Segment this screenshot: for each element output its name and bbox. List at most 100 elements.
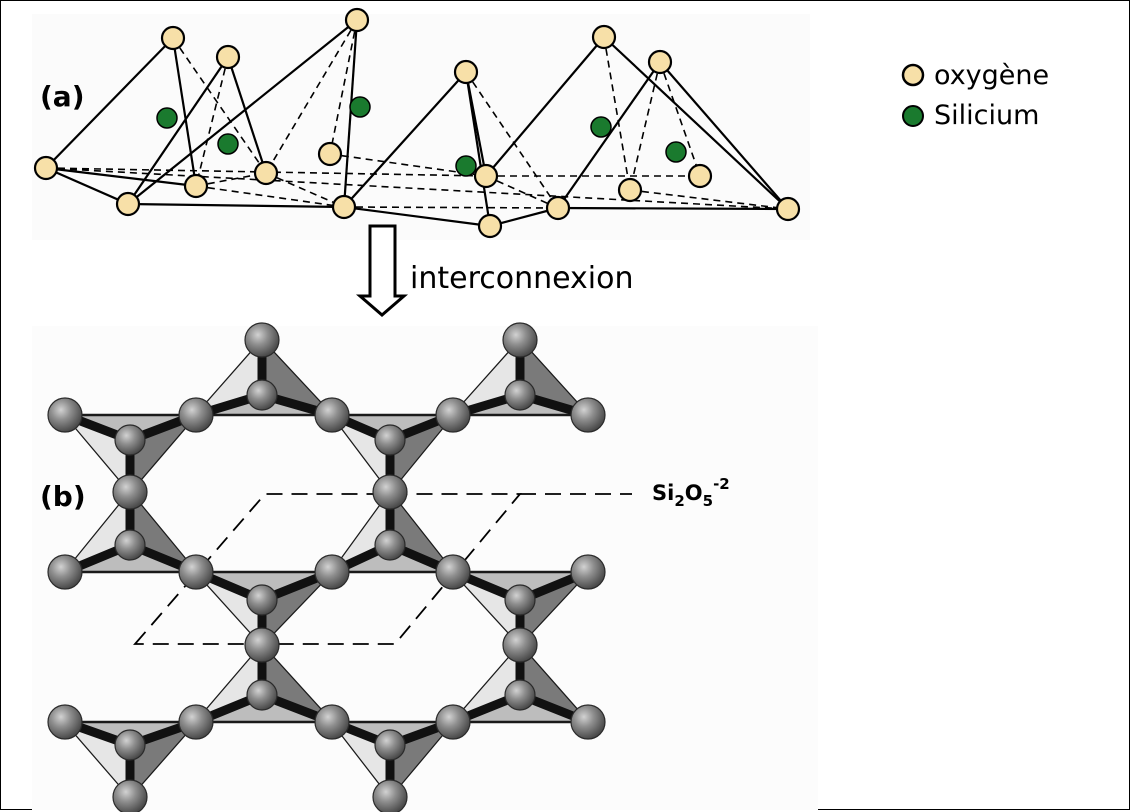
formula-sub-5: 5 [703,492,713,510]
tetra-edge-solid [45,166,197,188]
oxygen-atom [453,59,479,85]
silicon-atom-b [114,529,146,561]
tetra-edge-dashed [329,19,358,155]
oxygen-atom-b [47,397,83,433]
oxygen-atom [473,163,499,189]
oxygen-atom-b [314,704,350,740]
tetra-edge-solid [485,36,605,177]
silicon-atom-b [246,379,278,411]
silicon-atom-icon [902,105,924,127]
panel-a-background [32,14,810,240]
legend-label-oxygen: oxygène [934,60,1049,91]
tetra-edge-solid [464,71,488,177]
oxygen-atom-b [47,554,83,590]
tetra-edge-solid [226,56,268,174]
formula-sub-2: 2 [674,492,684,510]
tetra-edge-dashed [45,167,789,210]
legend: oxygène Silicium [901,60,1049,131]
tetra-edge-dashed [485,175,559,209]
tetra-face-light [453,645,520,722]
tetra-edge-dashed [172,37,267,174]
formula-si: Si [652,481,674,505]
tetra-edge-solid [342,19,359,208]
oxygen-atom-b [178,397,214,433]
tetrahedra-atoms [33,7,801,239]
tetra-face-dark [390,492,453,572]
panel-a-label: (a) [40,80,85,113]
tetra-face-dark [520,572,588,645]
oxygen-atom-b [112,474,148,510]
oxygen-atom-b [502,627,538,663]
tetrahedra-chain-diagram [32,7,810,240]
oxygen-atom-b [244,627,280,663]
oxygen-atom-b [570,397,606,433]
tetra-edge-dashed [195,185,345,208]
oxygen-atom-b [435,554,471,590]
silicon-atom-b [374,529,406,561]
oxygen-atom [253,160,279,186]
tetra-face-light [196,645,262,722]
tetrahedra-atoms-b [47,322,606,812]
tetra-edge-solid [45,37,174,169]
tetra-edge-solid [557,206,789,211]
silicon-atom-b [374,424,406,456]
oxygen-atom-b [570,704,606,740]
silicon-atom [455,155,477,177]
oxygen-atom [647,49,673,75]
tetra-face-dark [262,572,332,645]
tetra-face-dark [520,645,588,722]
oxygen-atom [115,191,141,217]
tetrahedra-edges [45,19,789,228]
oxygen-atom-b [244,322,280,358]
tetra-face-dark [262,645,332,722]
silicon-atom-b [246,584,278,616]
oxygen-atom [591,24,617,50]
tetra-edge-solid [45,166,129,206]
oxygen-atom [344,7,370,33]
silicon-atom-b [246,679,278,711]
down-arrow-icon [355,224,409,317]
oxygen-atom-b [502,322,538,358]
oxygen-atom [617,177,643,203]
tetra-edge-dashed [265,19,358,174]
oxygen-atom [687,163,713,189]
tetra-edge-solid [171,37,198,187]
silicon-atom-b [114,424,146,456]
tetra-edge-dashed [603,36,631,191]
tetra-edge-dashed [265,172,345,208]
tetra-edge-solid [603,36,789,210]
silicon-atom [665,141,687,163]
tetra-edge-dashed [629,61,661,191]
silicon-atom-b [504,584,536,616]
tetra-edge-solid [127,202,345,209]
tetra-edge-solid [659,61,789,210]
oxygen-atom-b [435,704,471,740]
oxygen-atom [317,141,343,167]
tetra-face-light [453,572,520,645]
oxygen-atom [775,196,801,222]
oxygen-atom [160,25,186,51]
silicon-atom [590,116,612,138]
legend-label-silicon: Silicium [934,100,1039,131]
oxygen-atom [215,44,241,70]
tetra-face-dark [130,492,196,572]
formula-o: O [685,481,703,505]
oxygen-atom-b [314,397,350,433]
tetra-face-light [65,492,130,572]
tetra-edge-solid [343,205,491,228]
tetra-edge-dashed [465,71,559,209]
silicon-atom-b [504,379,536,411]
oxygen-atom-b [372,779,408,812]
oxygen-atom [33,155,59,181]
silicon-atom-b [374,729,406,761]
tetra-face-light [196,572,262,645]
panel-b-label: (b) [40,480,86,513]
tetra-edge-dashed [329,153,487,177]
oxygen-atom-b [314,554,350,590]
silicate-sheet-diagram [32,322,818,812]
oxygen-atom-b [112,779,148,812]
oxygen-atom [183,173,209,199]
oxygen-atom-b [372,474,408,510]
silicon-atom-b [114,729,146,761]
